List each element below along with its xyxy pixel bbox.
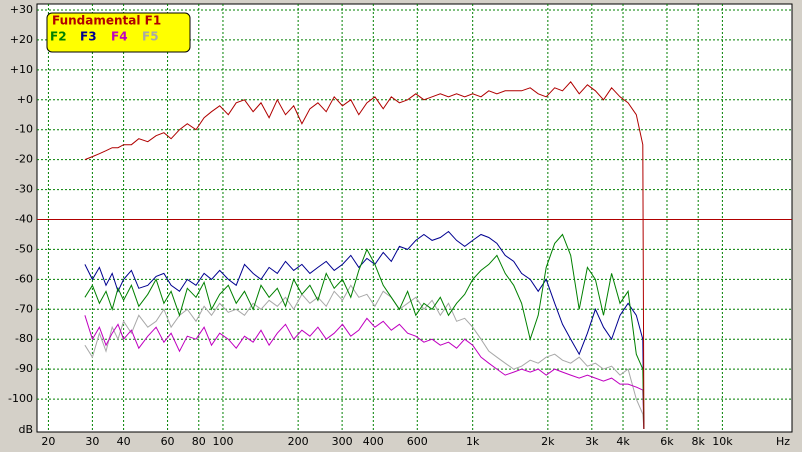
x-tick-label: 200: [288, 435, 309, 448]
y-tick-label: -80: [15, 332, 33, 345]
series-line: [84, 315, 645, 430]
x-tick-label: 80: [192, 435, 206, 448]
x-tick-label: 6k: [660, 435, 674, 448]
plot-area: [36, 3, 793, 433]
y-tick-label: +30: [10, 3, 33, 16]
y-tick-label: -30: [15, 183, 33, 196]
x-tick-label: 300: [332, 435, 353, 448]
y-tick-label: -20: [15, 153, 33, 166]
series-line: [84, 81, 645, 430]
x-tick-label: 20: [41, 435, 55, 448]
y-tick-label: -60: [15, 272, 33, 285]
y-tick-label: -40: [15, 212, 33, 225]
legend-label: F2: [50, 30, 67, 44]
y-tick-label: +20: [10, 33, 33, 46]
legend-label: F5: [142, 30, 159, 44]
x-tick-label: 8k: [692, 435, 706, 448]
x-tick-label: 3k: [585, 435, 599, 448]
series-line: [84, 284, 645, 430]
x-tick-label: 2k: [541, 435, 555, 448]
legend-label: Fundamental F1: [52, 14, 161, 28]
y-tick-label: -50: [15, 242, 33, 255]
x-tick-label: 60: [161, 435, 175, 448]
x-tick-label: 400: [363, 435, 384, 448]
x-axis-label: Hz: [776, 435, 790, 448]
x-tick-label: 10k: [712, 435, 733, 448]
legend: [46, 12, 191, 53]
series-line: [84, 233, 645, 430]
x-tick-label: 100: [212, 435, 233, 448]
x-tick-label: 1k: [466, 435, 480, 448]
x-tick-label: 40: [117, 435, 131, 448]
legend-label: F4: [111, 30, 128, 44]
y-tick-label: +10: [10, 63, 33, 76]
y-axis-label: dB: [18, 423, 33, 436]
legend-label: F3: [80, 30, 97, 44]
y-tick-label: +0: [17, 93, 33, 106]
y-tick-label: -10: [15, 123, 33, 136]
x-tick-label: 600: [407, 435, 428, 448]
x-tick-label: 30: [85, 435, 99, 448]
y-tick-label: -90: [15, 362, 33, 375]
series-line: [84, 230, 645, 430]
y-tick-label: -70: [15, 302, 33, 315]
y-tick-label: -100: [8, 392, 33, 405]
x-tick-label: 4k: [616, 435, 630, 448]
